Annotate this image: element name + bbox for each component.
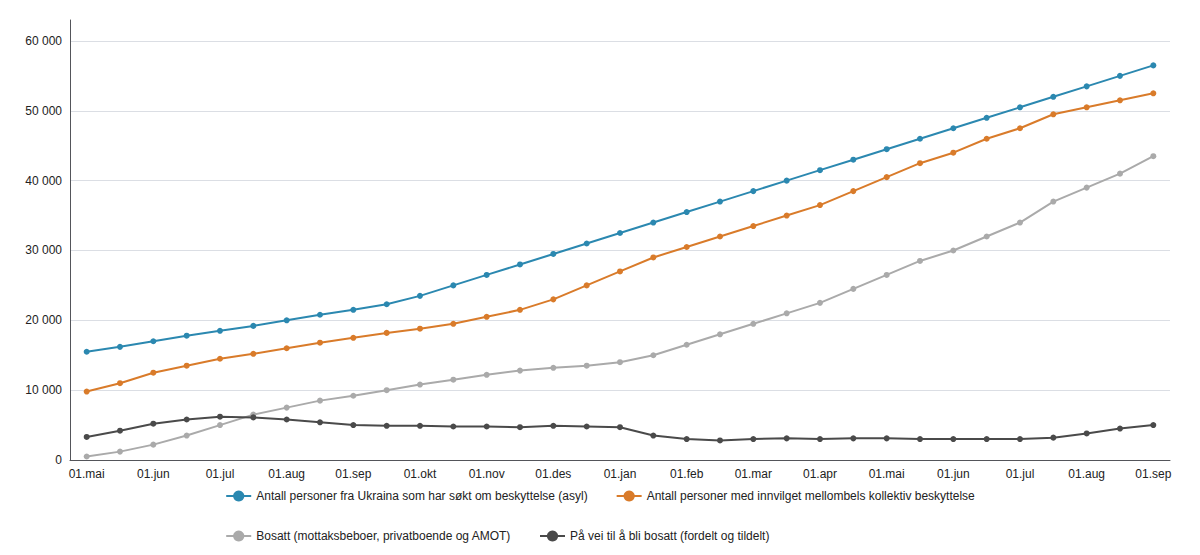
svg-text:30 000: 30 000 (25, 243, 62, 257)
svg-text:0: 0 (55, 453, 62, 467)
svg-text:01.jan: 01.jan (604, 467, 637, 481)
svg-text:01.jun: 01.jun (137, 467, 170, 481)
svg-text:På vei til å bli bosatt (forde: På vei til å bli bosatt (fordelt og tild… (570, 529, 769, 543)
svg-text:01.mai: 01.mai (869, 467, 905, 481)
svg-text:Antall personer fra Ukraina so: Antall personer fra Ukraina som har søkt… (256, 489, 587, 503)
svg-text:01.nov: 01.nov (469, 467, 505, 481)
svg-text:01.jun: 01.jun (937, 467, 970, 481)
svg-text:60 000: 60 000 (25, 34, 62, 48)
svg-text:01.jul: 01.jul (1006, 467, 1035, 481)
svg-text:01.aug: 01.aug (1068, 467, 1105, 481)
svg-text:01.mai: 01.mai (69, 467, 105, 481)
svg-text:01.apr: 01.apr (803, 467, 837, 481)
svg-text:50 000: 50 000 (25, 104, 62, 118)
svg-text:Antall personer med innvilget: Antall personer med innvilget mellombels… (647, 489, 975, 503)
svg-text:01.okt: 01.okt (404, 467, 437, 481)
svg-text:01.sep: 01.sep (335, 467, 371, 481)
svg-text:01.des: 01.des (535, 467, 571, 481)
svg-text:01.aug: 01.aug (268, 467, 305, 481)
svg-text:01.mar: 01.mar (735, 467, 772, 481)
svg-text:40 000: 40 000 (25, 174, 62, 188)
svg-text:Bosatt (mottaksbeboer, privatb: Bosatt (mottaksbeboer, privatboende og A… (256, 529, 510, 543)
svg-text:01.feb: 01.feb (670, 467, 704, 481)
svg-text:01.jul: 01.jul (206, 467, 235, 481)
svg-text:20 000: 20 000 (25, 313, 62, 327)
svg-text:01.sep: 01.sep (1135, 467, 1171, 481)
svg-text:10 000: 10 000 (25, 383, 62, 397)
